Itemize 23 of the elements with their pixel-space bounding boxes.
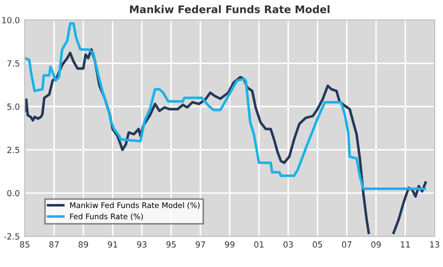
x-tick-label: 03 — [283, 241, 293, 248]
line-series — [24, 22, 426, 190]
x-tick-label: 01 — [254, 241, 264, 248]
x-tick-label: 91 — [108, 241, 118, 248]
x-tick-label: 13 — [430, 241, 440, 248]
x-tick-label: 09 — [371, 241, 381, 248]
x-tick-label: 07 — [342, 241, 352, 248]
x-tick-label: 93 — [137, 241, 147, 248]
x-tick-label: 95 — [166, 241, 176, 248]
x-tick-label: 99 — [224, 241, 234, 248]
x-tick-label: 89 — [78, 241, 88, 248]
y-tick-label: 5.0 — [7, 104, 20, 110]
x-tick-label: 85 — [20, 241, 30, 248]
x-tick-label: 05 — [312, 241, 322, 248]
y-tick-label: 10.0 — [2, 17, 20, 24]
chart-title: Mankiw Federal Funds Rate Model — [130, 5, 330, 14]
x-tick-label: 87 — [49, 241, 59, 248]
y-tick-label: 2.5 — [7, 146, 20, 154]
y-tick-label: 0.0 — [7, 190, 20, 196]
y-tick-label: 7.5 — [7, 60, 20, 67]
y-tick-label: -2.5 — [4, 233, 20, 240]
x-tick-label: 97 — [196, 241, 206, 248]
x-tick-label: 11 — [400, 241, 410, 248]
